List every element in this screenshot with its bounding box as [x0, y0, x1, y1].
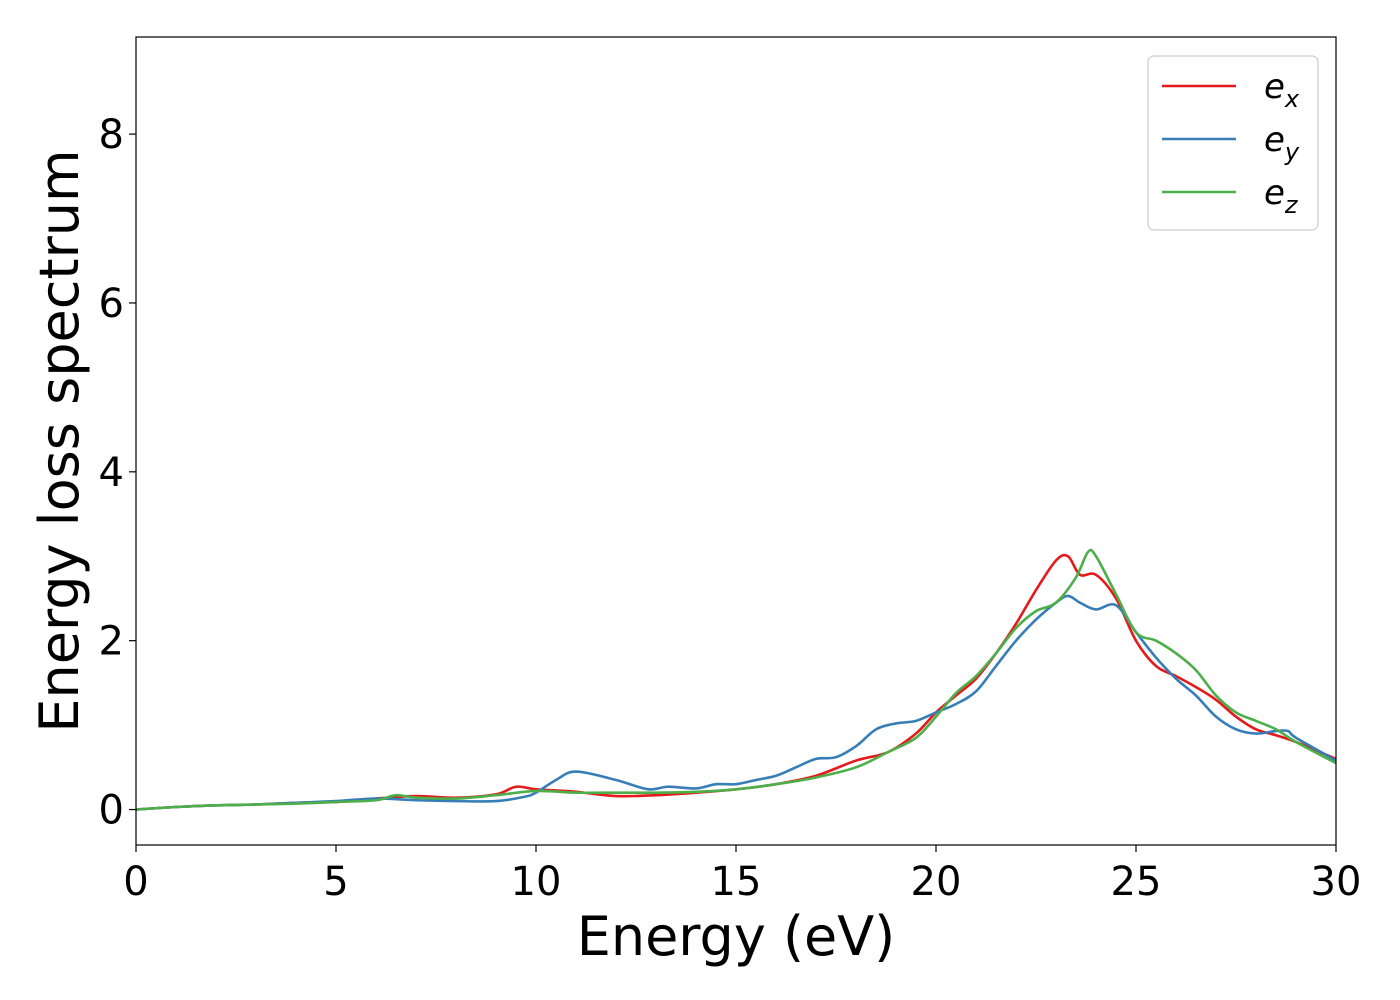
- x-tick-label: 15: [711, 859, 762, 905]
- series-line-x: [136, 553, 1336, 811]
- series-line-z: [136, 548, 1336, 811]
- legend-label-x: ex: [1264, 67, 1300, 113]
- series-line-y: [136, 594, 1336, 811]
- y-axis-label: Energy loss spectrum: [28, 149, 91, 732]
- axis-ticks: 0 5 10 15 20 25 30 0 2 4 6 8: [99, 112, 1362, 905]
- x-tick-label: 5: [323, 859, 348, 905]
- legend-label-y: ey: [1264, 120, 1300, 166]
- x-tick-label: 10: [511, 859, 562, 905]
- y-tick-label: 2: [99, 619, 124, 665]
- x-axis-label: Energy (eV): [577, 905, 896, 968]
- legend-box: [1147, 55, 1319, 231]
- y-tick-label: 0: [99, 788, 124, 834]
- x-tick-label: 20: [911, 859, 962, 905]
- x-tick-label: 0: [123, 859, 148, 905]
- x-tick-label: 25: [1111, 859, 1162, 905]
- y-tick-label: 6: [99, 281, 124, 327]
- x-tick-label: 30: [1311, 859, 1362, 905]
- y-tick-label: 4: [99, 450, 124, 496]
- y-tick-label: 8: [99, 112, 124, 158]
